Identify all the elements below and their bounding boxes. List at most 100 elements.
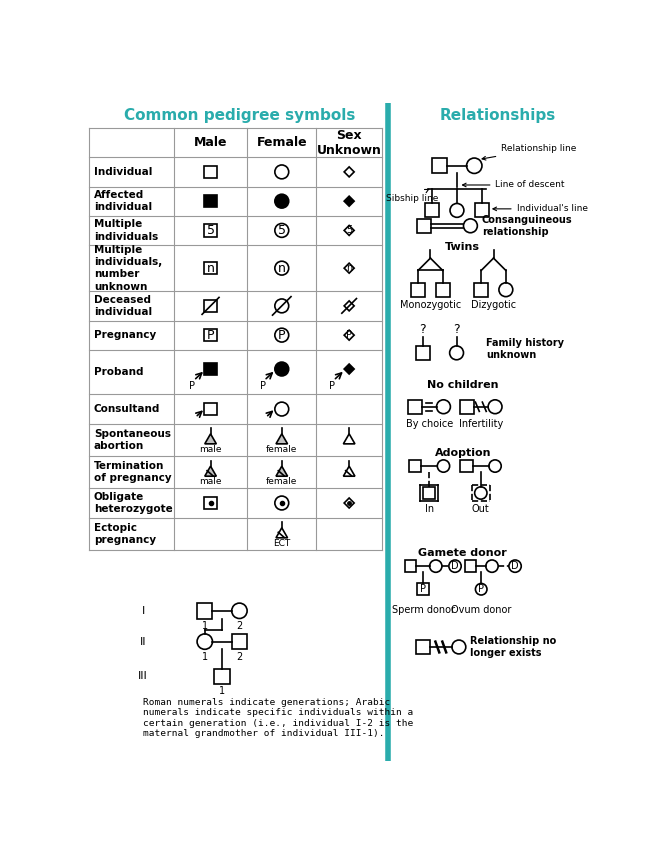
Text: Gamete donor: Gamete donor [418,548,507,558]
Circle shape [466,158,482,174]
Text: Multiple
individuals,
number
unknown: Multiple individuals, number unknown [94,245,162,292]
Text: Roman numerals indicate generations; Arabic
numerals indicate specific individua: Roman numerals indicate generations; Ara… [143,698,413,738]
Text: n: n [346,263,352,273]
Bar [214,669,230,684]
Text: n: n [278,262,285,274]
Text: Multiple
individuals: Multiple individuals [94,219,158,242]
Polygon shape [344,263,354,273]
Text: 2: 2 [237,652,243,662]
Text: 1: 1 [202,621,208,631]
Circle shape [449,560,461,572]
Circle shape [438,460,450,472]
Text: Adoption: Adoption [434,448,491,458]
Circle shape [275,262,289,275]
Text: Ectopic
pregnancy: Ectopic pregnancy [94,522,156,545]
Bar [425,203,439,217]
Bar [204,497,216,510]
Polygon shape [276,528,287,538]
Bar [232,634,247,649]
Circle shape [450,346,464,360]
Bar [465,560,476,572]
Text: Sperm donor: Sperm donor [391,604,454,615]
Circle shape [476,583,487,595]
Text: Infertility: Infertility [459,419,503,429]
Text: P: P [329,381,335,392]
Text: In: In [425,504,433,514]
Text: 5: 5 [206,224,214,237]
Bar [204,329,216,341]
Text: Relationship no
longer exists: Relationship no longer exists [470,636,557,657]
Text: Termination
of pregnancy: Termination of pregnancy [94,461,172,483]
Circle shape [509,560,521,572]
Circle shape [275,165,289,179]
Text: P: P [478,584,484,594]
Text: Pregnancy: Pregnancy [94,330,156,340]
Polygon shape [276,433,287,444]
Text: Sex
Unknown: Sex Unknown [317,128,382,156]
Text: Family history
unknown: Family history unknown [486,339,564,360]
Polygon shape [344,167,354,177]
Text: Monozygotic: Monozygotic [400,300,461,310]
Text: Obligate
heterozygote: Obligate heterozygote [94,492,173,514]
Text: P: P [189,381,195,392]
Bar [417,583,429,595]
Text: Affected
individual: Affected individual [94,190,152,212]
Polygon shape [343,466,355,476]
Bar [416,640,429,654]
Bar [432,158,448,174]
Bar [204,262,216,274]
Text: 5: 5 [346,226,352,235]
Text: 1: 1 [219,687,225,696]
Circle shape [275,299,289,313]
Circle shape [474,486,487,499]
Circle shape [275,402,289,416]
Text: Deceased
individual: Deceased individual [94,295,152,317]
Text: Twins: Twins [446,242,480,252]
Circle shape [275,328,289,342]
Text: D: D [511,561,519,571]
Text: female: female [266,445,297,454]
Text: n: n [206,262,214,274]
Circle shape [275,194,289,208]
Bar [204,363,216,375]
Text: Sibship line: Sibship line [386,189,438,203]
Text: ?: ? [453,323,460,336]
Text: female: female [266,477,297,486]
Text: Male: Male [194,136,227,149]
Bar [204,403,216,416]
Text: P: P [346,330,352,340]
Text: Consultand: Consultand [94,404,160,414]
Circle shape [499,283,513,297]
Bar [417,219,431,233]
Text: Relationships: Relationships [440,109,555,123]
Polygon shape [205,433,216,444]
Polygon shape [344,196,354,206]
Bar [460,400,474,414]
Bar [204,166,216,178]
Polygon shape [344,330,354,340]
Bar [423,486,436,499]
Circle shape [197,634,212,649]
Circle shape [275,496,289,510]
Circle shape [452,640,466,654]
Polygon shape [344,498,354,508]
Circle shape [488,400,502,414]
Text: 5: 5 [278,224,286,237]
Text: P: P [278,328,285,342]
Text: D: D [451,561,459,571]
Text: Individual: Individual [94,167,152,177]
Bar [197,603,212,618]
Circle shape [275,223,289,238]
Circle shape [486,560,498,572]
Polygon shape [344,301,354,311]
Bar [204,300,216,312]
Circle shape [450,203,464,217]
Text: Proband: Proband [94,367,143,377]
Text: ECT: ECT [273,539,290,547]
Text: Line of descent: Line of descent [462,180,565,190]
Text: male: male [199,477,222,486]
Text: Common pedigree symbols: Common pedigree symbols [124,109,355,123]
Bar [475,203,489,217]
Bar [409,460,421,472]
Text: ?: ? [419,323,426,336]
